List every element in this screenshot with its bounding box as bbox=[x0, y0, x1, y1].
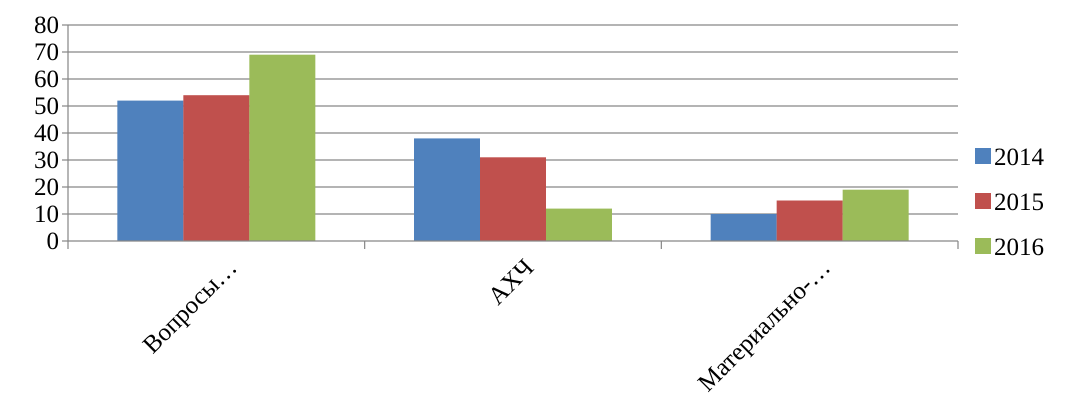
y-tick-label: 80 bbox=[34, 12, 59, 39]
y-tick-label: 30 bbox=[34, 147, 59, 174]
legend-label-2014: 2014 bbox=[994, 144, 1045, 171]
bar-2014-3 bbox=[710, 214, 777, 241]
bar-2014-1 bbox=[117, 100, 184, 241]
legend-label-2015: 2015 bbox=[994, 189, 1044, 216]
legend-swatch-2014 bbox=[975, 148, 991, 164]
y-tick-label: 0 bbox=[47, 228, 60, 255]
y-tick-label: 10 bbox=[34, 201, 59, 228]
y-tick-label: 20 bbox=[34, 174, 59, 201]
legend-swatch-2015 bbox=[975, 193, 991, 209]
bar-2014-2 bbox=[414, 138, 480, 241]
y-tick-label: 50 bbox=[34, 93, 59, 120]
bar-2016-1 bbox=[249, 54, 316, 242]
y-tick-label: 70 bbox=[34, 39, 59, 66]
category-labels: Вопросы… АХЧ Материально-… bbox=[138, 254, 836, 397]
legend-swatch-2016 bbox=[975, 238, 991, 254]
category-label: Вопросы… bbox=[138, 254, 243, 359]
axes bbox=[67, 25, 959, 249]
legend: 2014 2015 2016 bbox=[975, 144, 1045, 261]
bar-2015-3 bbox=[776, 200, 843, 241]
legend-label-2016: 2016 bbox=[994, 234, 1044, 261]
bars bbox=[117, 54, 909, 242]
category-label: Материально-… bbox=[693, 254, 836, 397]
bar-2015-1 bbox=[183, 95, 250, 241]
category-label: АХЧ bbox=[483, 254, 539, 310]
y-tick-label: 40 bbox=[34, 120, 59, 147]
bar-2015-2 bbox=[480, 157, 546, 241]
y-tick-label: 60 bbox=[34, 66, 59, 93]
bar-2016-2 bbox=[546, 208, 612, 241]
bar-2016-3 bbox=[842, 189, 909, 241]
